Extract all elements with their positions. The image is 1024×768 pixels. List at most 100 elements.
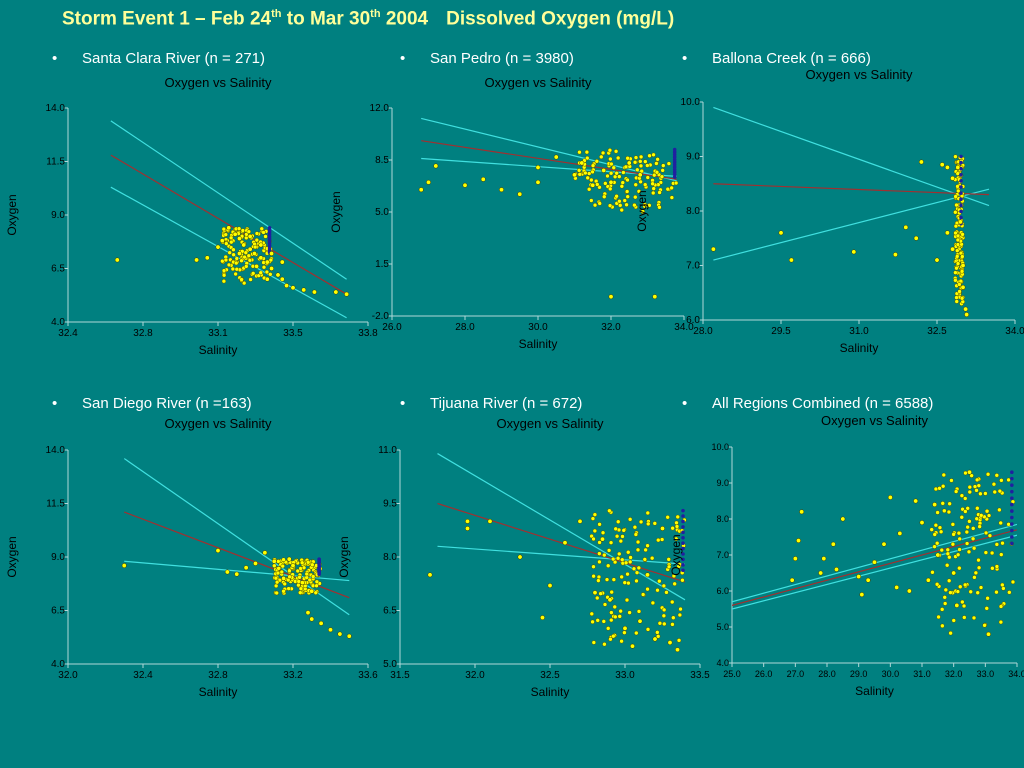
data-point bbox=[625, 194, 630, 199]
data-point bbox=[655, 630, 660, 635]
data-point bbox=[517, 191, 523, 197]
data-point bbox=[638, 519, 644, 525]
data-point bbox=[227, 250, 232, 255]
data-point bbox=[607, 203, 613, 208]
data-point bbox=[681, 568, 685, 573]
data-point bbox=[955, 248, 960, 253]
data-point bbox=[602, 602, 608, 607]
data-point bbox=[620, 534, 625, 539]
data-point bbox=[608, 294, 614, 300]
data-point bbox=[656, 537, 661, 543]
data-point bbox=[681, 525, 685, 529]
data-point bbox=[487, 518, 493, 524]
data-point bbox=[229, 239, 234, 245]
data-point bbox=[666, 564, 672, 570]
data-point bbox=[600, 150, 606, 156]
data-point bbox=[671, 615, 676, 620]
data-point bbox=[959, 179, 963, 183]
confidence-upper-line bbox=[437, 453, 686, 601]
bullet-san-diego: • San Diego River (n =163) bbox=[52, 395, 252, 412]
chart-title: Oxygen vs Salinity bbox=[497, 416, 604, 431]
x-axis-label: Salinity bbox=[855, 684, 894, 698]
data-point bbox=[301, 565, 307, 570]
data-point bbox=[834, 566, 839, 572]
data-point bbox=[611, 633, 616, 639]
data-point bbox=[279, 569, 284, 575]
data-point bbox=[672, 152, 677, 157]
data-point bbox=[620, 180, 625, 185]
data-point bbox=[634, 570, 640, 575]
y-tick-label: 11.5 bbox=[46, 499, 65, 510]
data-point bbox=[246, 229, 252, 234]
data-point bbox=[670, 599, 675, 605]
data-point bbox=[933, 486, 939, 492]
data-point bbox=[221, 226, 227, 232]
data-point bbox=[609, 589, 614, 595]
x-tick-label: 33.5 bbox=[283, 328, 303, 339]
data-point bbox=[614, 534, 620, 539]
data-point bbox=[959, 515, 964, 520]
data-point bbox=[965, 506, 970, 511]
data-point bbox=[953, 230, 958, 236]
data-point bbox=[677, 612, 683, 618]
data-point bbox=[638, 159, 643, 164]
data-point bbox=[681, 508, 685, 513]
data-point bbox=[585, 155, 590, 161]
data-point bbox=[250, 271, 256, 276]
data-point bbox=[818, 570, 824, 576]
data-point bbox=[681, 519, 685, 524]
data-point bbox=[591, 564, 596, 569]
data-point bbox=[962, 582, 968, 588]
data-point bbox=[1010, 509, 1014, 513]
chart-title: Oxygen vs Salinity bbox=[485, 75, 592, 90]
data-point bbox=[942, 595, 947, 600]
data-point bbox=[959, 154, 963, 159]
data-point bbox=[672, 155, 677, 159]
data-point bbox=[273, 575, 279, 581]
data-point bbox=[681, 535, 685, 540]
data-point bbox=[680, 578, 685, 583]
data-point bbox=[333, 289, 339, 295]
data-point bbox=[659, 537, 665, 542]
x-tick-label: 32.0 bbox=[465, 670, 485, 681]
data-point bbox=[632, 160, 638, 165]
data-point bbox=[611, 577, 617, 582]
data-point bbox=[618, 203, 623, 208]
data-point bbox=[622, 580, 627, 585]
data-point bbox=[955, 589, 961, 594]
data-point bbox=[602, 194, 607, 199]
data-point bbox=[788, 257, 794, 263]
y-tick-label: 8.0 bbox=[686, 206, 700, 217]
data-point bbox=[957, 282, 962, 287]
data-point bbox=[622, 198, 627, 203]
data-point bbox=[275, 570, 281, 576]
data-point bbox=[601, 619, 607, 624]
data-point bbox=[299, 580, 305, 586]
data-point bbox=[617, 174, 622, 179]
data-point bbox=[960, 263, 966, 268]
data-point bbox=[778, 230, 784, 236]
data-point bbox=[676, 564, 681, 569]
data-point bbox=[499, 187, 504, 193]
data-point bbox=[1000, 582, 1005, 588]
data-point bbox=[114, 257, 120, 263]
data-point bbox=[613, 526, 618, 532]
data-point bbox=[673, 180, 679, 186]
data-point bbox=[999, 478, 1004, 483]
data-point bbox=[1010, 579, 1016, 585]
y-tick-label: 9.0 bbox=[716, 478, 729, 488]
data-point bbox=[247, 258, 253, 263]
data-point bbox=[284, 283, 290, 289]
data-point bbox=[602, 552, 607, 558]
data-point bbox=[254, 263, 260, 269]
data-point bbox=[933, 523, 939, 528]
data-point bbox=[589, 611, 594, 617]
data-point bbox=[268, 272, 273, 277]
data-point bbox=[311, 289, 317, 295]
data-point bbox=[851, 249, 857, 255]
data-point bbox=[262, 550, 268, 556]
data-point bbox=[1000, 540, 1005, 546]
data-point bbox=[1006, 477, 1011, 483]
x-axis-label: Salinity bbox=[840, 341, 879, 355]
x-tick-label: 31.0 bbox=[849, 326, 869, 337]
